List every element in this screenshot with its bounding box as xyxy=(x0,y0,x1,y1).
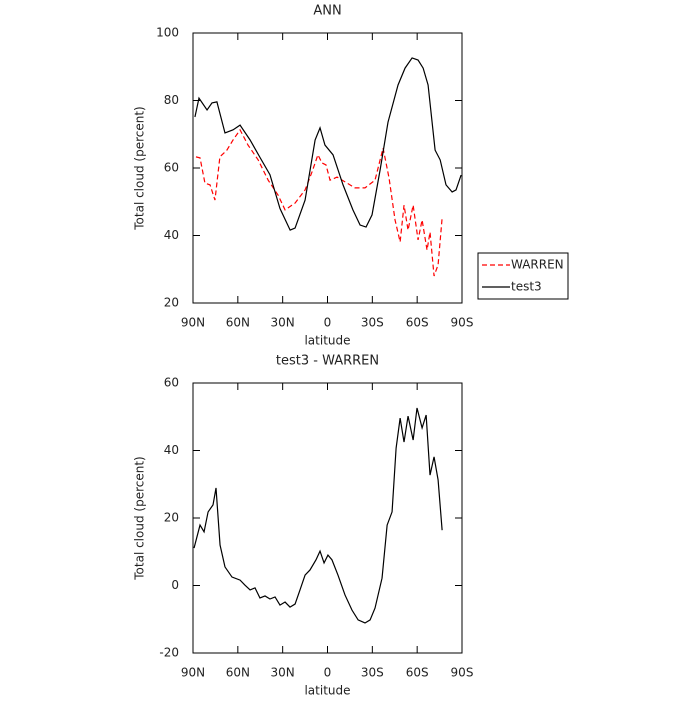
y-tick-label: 60 xyxy=(164,376,179,390)
x-tick-label: 90N xyxy=(181,666,205,680)
x-axis-label: latitude xyxy=(304,334,350,348)
x-tick-label: 60S xyxy=(406,316,429,330)
x-tick-label: 30S xyxy=(361,666,384,680)
plot-frame xyxy=(192,32,463,304)
x-tick-label: 90N xyxy=(181,316,205,330)
chart-title: test3 - WARREN xyxy=(276,354,379,369)
y-tick-label: 40 xyxy=(164,228,179,242)
chart-title: ANN xyxy=(313,4,341,19)
plot-frame xyxy=(192,382,463,654)
y-tick-label: 0 xyxy=(171,578,179,592)
x-tick-label: 90S xyxy=(451,316,474,330)
data-line xyxy=(195,128,443,277)
x-tick-label: 0 xyxy=(324,316,332,330)
y-tick-label: 80 xyxy=(164,93,179,107)
legend-label: WARREN xyxy=(511,258,564,272)
x-tick-label: 60S xyxy=(406,666,429,680)
data-line xyxy=(194,57,462,231)
data-line xyxy=(193,407,443,624)
x-tick-label: 30N xyxy=(271,666,295,680)
y-axis-label: Total cloud (percent) xyxy=(133,456,147,580)
x-tick-label: 90S xyxy=(451,666,474,680)
x-tick-label: 0 xyxy=(324,666,332,680)
x-axis-label: latitude xyxy=(304,684,350,698)
x-tick-label: 30N xyxy=(271,316,295,330)
y-tick-label: 100 xyxy=(156,26,179,40)
y-tick-label: 20 xyxy=(164,511,179,525)
y-tick-label: -20 xyxy=(159,646,179,660)
legend-box xyxy=(477,252,569,300)
y-tick-label: 60 xyxy=(164,161,179,175)
x-tick-label: 30S xyxy=(361,316,384,330)
legend-label: test3 xyxy=(511,280,542,294)
x-tick-label: 60N xyxy=(226,316,250,330)
y-axis-label: Total cloud (percent) xyxy=(133,106,147,230)
y-tick-label: 40 xyxy=(164,443,179,457)
x-tick-label: 60N xyxy=(226,666,250,680)
y-tick-label: 20 xyxy=(164,296,179,310)
